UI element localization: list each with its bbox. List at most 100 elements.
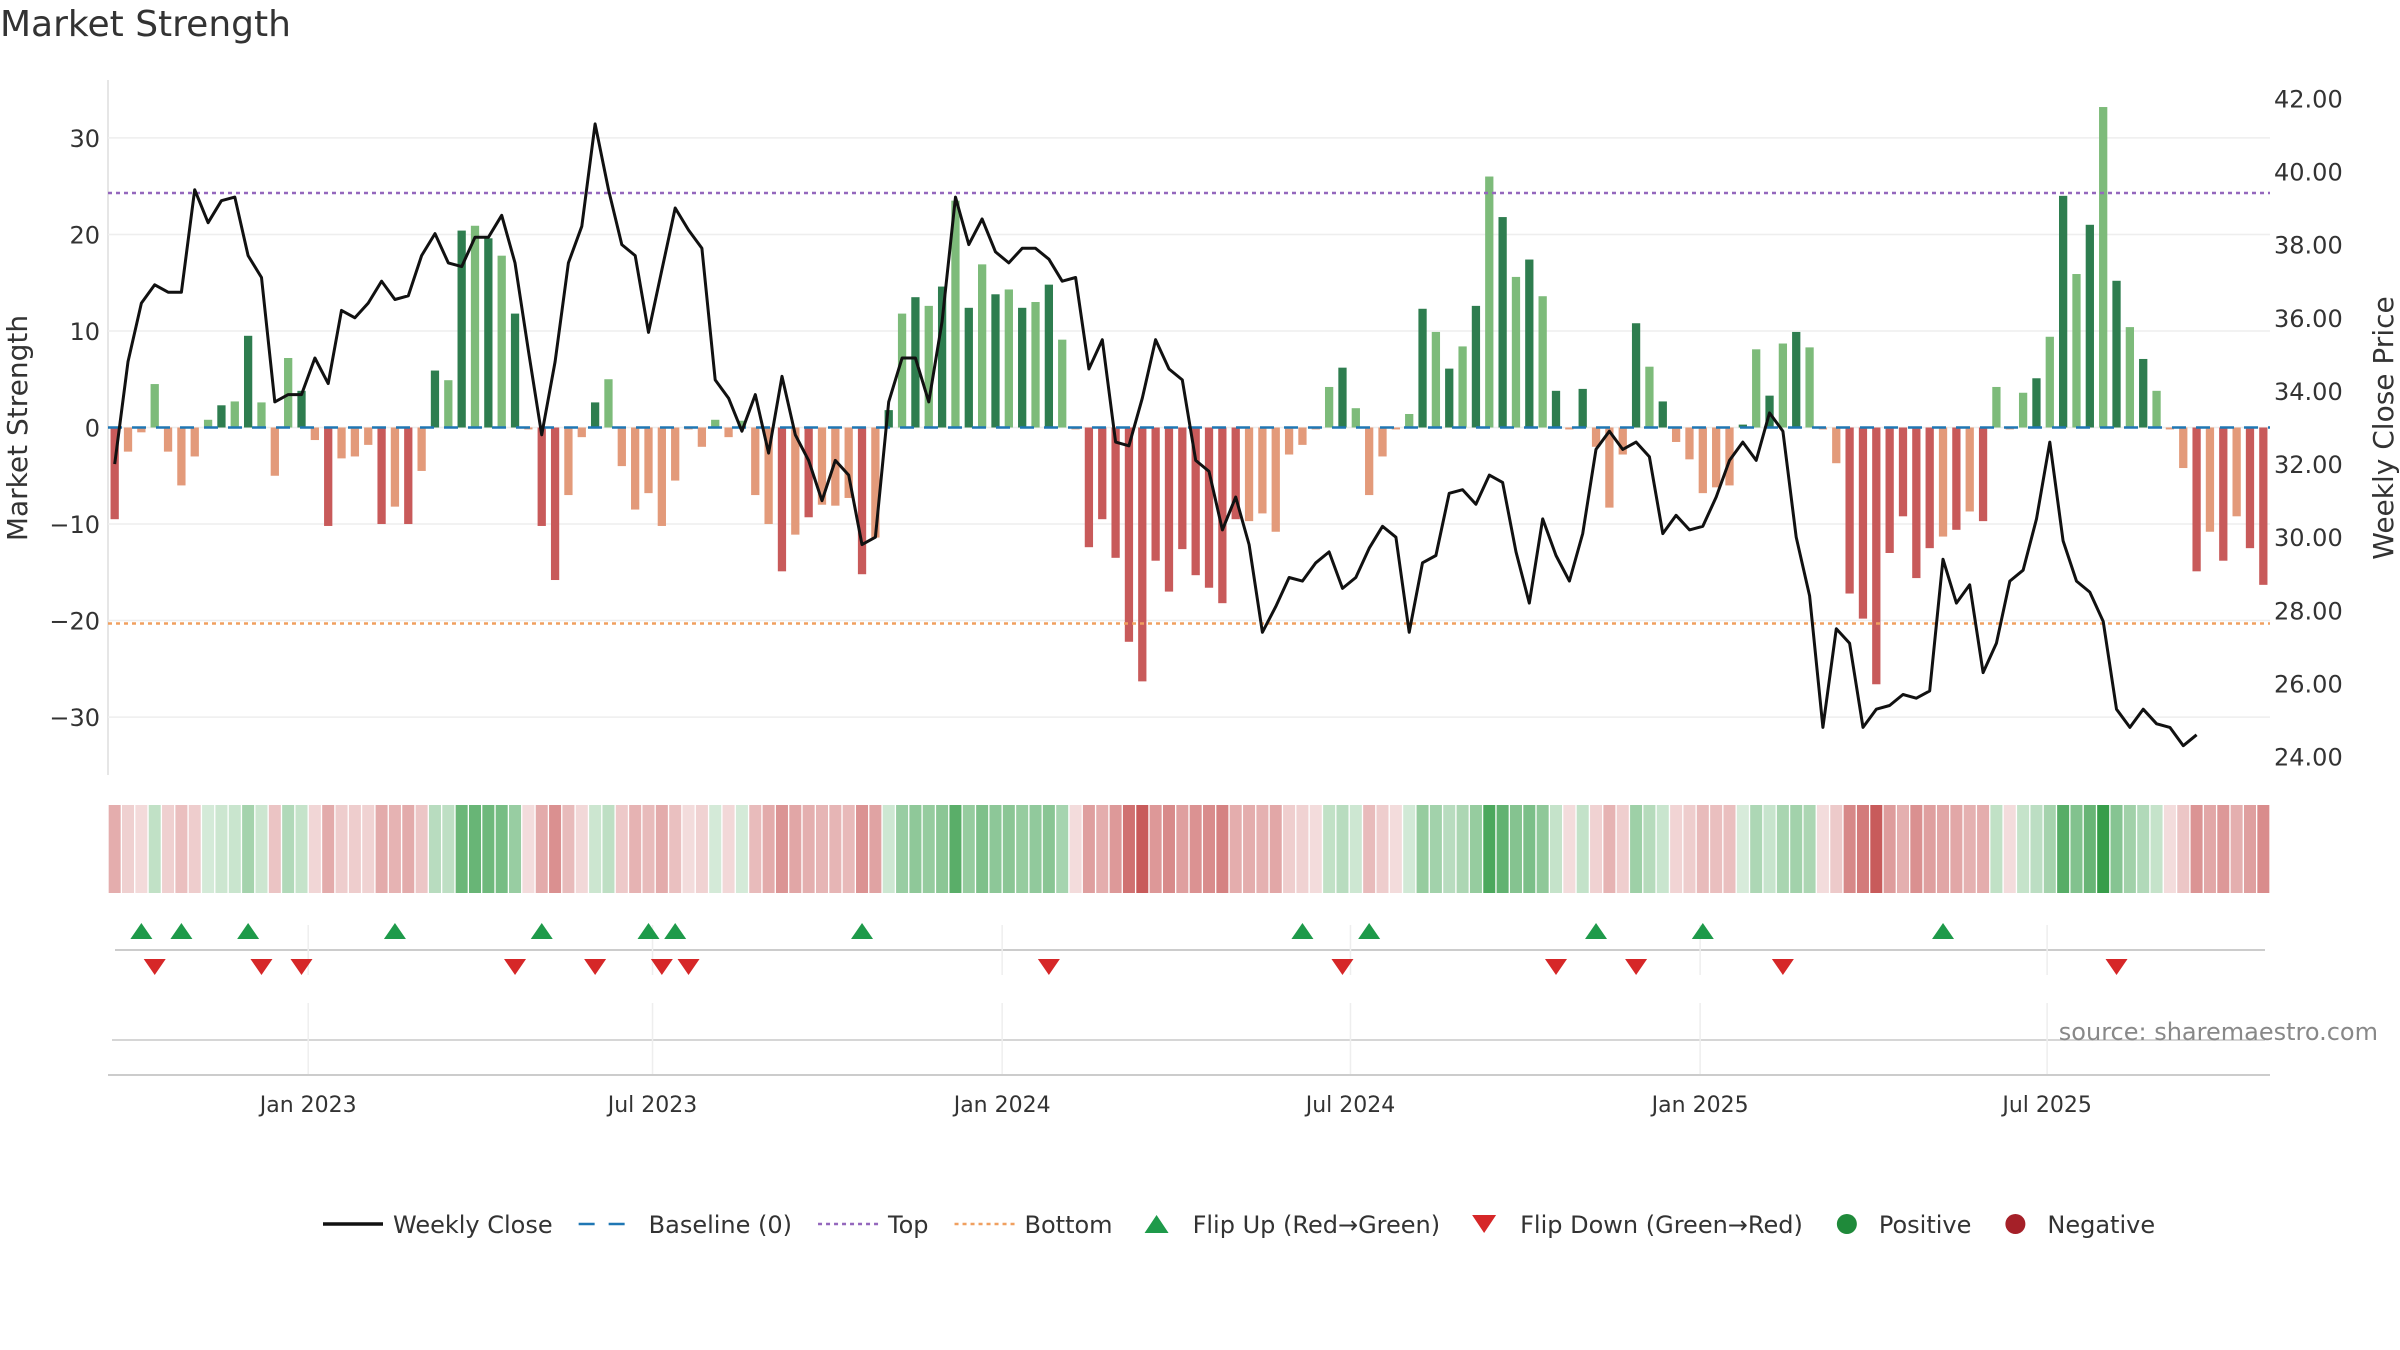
strength-bar (1405, 413, 1414, 428)
strength-bar (1845, 427, 1854, 594)
heat-strip-cell (1576, 805, 1589, 893)
heat-strip-cell (1590, 805, 1603, 893)
heat-strip-cell (1042, 805, 1055, 893)
strength-bar (1618, 427, 1627, 455)
heat-strip-cell (2137, 805, 2150, 893)
heat-strip-cell (455, 805, 468, 893)
strength-bar (510, 313, 520, 428)
legend-label: Weekly Close (393, 1211, 553, 1239)
strength-bar (1004, 289, 1013, 428)
legend-swatch (1836, 1214, 1857, 1234)
heat-strip-cell (775, 805, 788, 893)
heat-strip-cell (1670, 805, 1683, 893)
legend-label: Top (887, 1211, 929, 1239)
strength-bar (751, 427, 760, 496)
heat-strip-cell (1403, 805, 1416, 893)
strength-bar (1525, 259, 1534, 428)
weekly-close-line (113, 122, 2198, 748)
strength-bar (1885, 427, 1894, 553)
heat-strip-cell (1443, 805, 1456, 893)
strength-bar (1218, 427, 1227, 604)
strength-bar (150, 384, 159, 428)
flip-down-marker (1037, 959, 1060, 975)
strength-bar (2018, 392, 2028, 428)
heat-strip-cell (709, 805, 722, 893)
strength-bar (364, 427, 373, 445)
heat-strip-cell (2070, 805, 2083, 893)
strength-bar (230, 401, 239, 428)
strength-bar (1111, 427, 1120, 558)
heat-strip-cell (2097, 805, 2110, 893)
y-axis-left: 30 20 10 0 −10 −20 −30 (49, 125, 100, 732)
heat-strip-cell (1376, 805, 1389, 893)
strength-bar (657, 427, 666, 526)
heat-strip-cell (669, 805, 682, 893)
legend-item: Flip Up (Red→Green) (1144, 1211, 1440, 1239)
heat-strip-cell (1349, 805, 1362, 893)
heat-strip-cell (1803, 805, 1816, 893)
heat-strip-cell (1896, 805, 1909, 893)
heat-strip-cell (1870, 805, 1883, 893)
heat-strip-cell (522, 805, 535, 893)
strength-bar (1965, 427, 1974, 512)
heat-strip-cell (1203, 805, 1216, 893)
heat-strip-cell (1736, 805, 1749, 893)
legend-label: Negative (2047, 1211, 2155, 1239)
heat-strip-cell (1162, 805, 1175, 893)
strength-bar (2059, 195, 2068, 428)
flip-up-marker (170, 923, 193, 939)
strength-bar (937, 286, 947, 428)
heat-strip-cell (495, 805, 508, 893)
heat-strip-cell (1136, 805, 1149, 893)
heat-strip-cell (936, 805, 949, 893)
flip-up-marker (1932, 923, 1955, 939)
heat-strip-cell (308, 805, 321, 893)
flip-down-marker (1331, 959, 1354, 975)
heat-strip-cell (1696, 805, 1709, 893)
heat-strip-cell (562, 805, 575, 893)
strength-bar (163, 427, 173, 452)
y2-tick-label: 28.00 (2274, 597, 2343, 625)
heat-strip-cell (976, 805, 989, 893)
strength-bar (390, 427, 400, 507)
strength-bar (1338, 367, 1347, 428)
strength-bar (1698, 427, 1707, 494)
strength-bar (831, 427, 840, 506)
heat-strip-cell (1269, 805, 1282, 893)
strength-bar (550, 427, 560, 581)
legend-label: Positive (1879, 1211, 1972, 1239)
heat-strip-cell (255, 805, 268, 893)
strength-bar (577, 427, 586, 438)
flip-up-marker (237, 923, 260, 939)
strength-bar (1752, 349, 1761, 428)
strength-bar (1298, 427, 1307, 445)
strength-bar (1351, 408, 1360, 428)
strength-bar (217, 405, 226, 428)
heat-strip-cell (1323, 805, 1336, 893)
legend: Weekly Close Baseline (0) Top Bottom Flip Up… (323, 1211, 2155, 1239)
strength-bar (1578, 388, 1587, 428)
strength-bar (1978, 427, 1988, 522)
heat-strip-cell (695, 805, 708, 893)
strength-bar (737, 420, 747, 428)
heat-strip-cell (415, 805, 428, 893)
heat-strip-cell (388, 805, 401, 893)
strength-bar (978, 264, 987, 428)
flip-down-marker (584, 959, 607, 975)
heat-strip-cell (1082, 805, 1095, 893)
heat-strip-cell (1483, 805, 1496, 893)
flip-down-marker (504, 959, 527, 975)
flip-up-marker (530, 923, 553, 939)
heat-strip-cell (1363, 805, 1376, 893)
flip-down-marker (650, 959, 673, 975)
strength-bar (1498, 217, 1507, 428)
strength-bar (2165, 427, 2175, 430)
heat-strip-cell (1283, 805, 1296, 893)
heat-strip-cell (2150, 805, 2163, 893)
strength-bar (2045, 336, 2054, 428)
heat-strip-cell (1763, 805, 1776, 893)
heat-strip-cell (1296, 805, 1309, 893)
strength-bar (177, 427, 186, 486)
legend-item: Bottom (954, 1211, 1113, 1239)
heat-strip-cell (989, 805, 1002, 893)
